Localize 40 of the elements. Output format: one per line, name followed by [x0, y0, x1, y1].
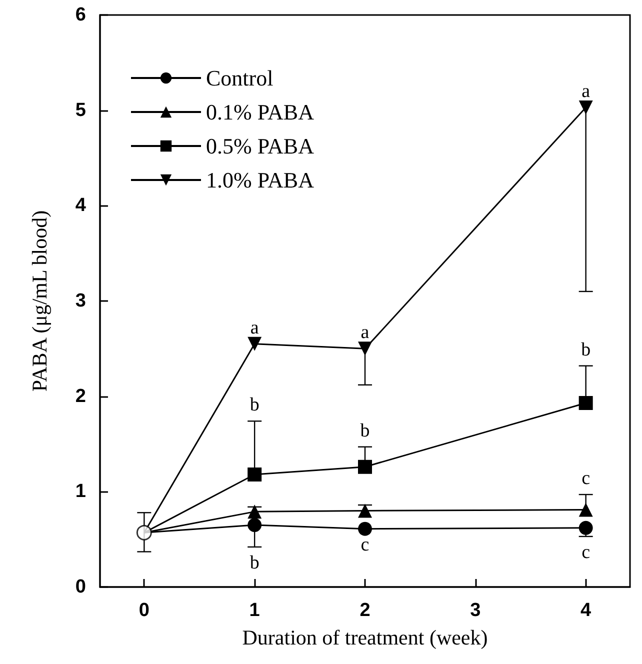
x-tick-label: 1: [249, 600, 260, 621]
annotation: c: [582, 468, 590, 490]
point: [248, 518, 262, 532]
y-tick-label: 1: [75, 481, 86, 502]
point: [578, 502, 593, 517]
annotation: c: [582, 542, 590, 563]
annotation: b: [250, 394, 260, 416]
x-tick-label: 2: [360, 600, 370, 621]
legend-label: 0.5% PABA: [206, 134, 314, 158]
annotation: a: [360, 322, 370, 344]
annotation: a: [582, 80, 591, 102]
annotation: b: [360, 420, 370, 442]
x-axis-title: Duration of treatment (week): [242, 626, 488, 650]
point: [358, 342, 372, 356]
y-tick-label: 3: [75, 290, 86, 312]
annotation: c: [360, 534, 370, 556]
point: [358, 504, 372, 518]
point: [136, 524, 152, 540]
annotation: b: [250, 552, 260, 574]
x-tick-label: 0: [138, 600, 150, 621]
y-axis-title: PABA (μg/mL blood): [28, 210, 52, 392]
point: [248, 504, 262, 519]
point: [248, 336, 262, 351]
point: [578, 396, 593, 410]
point: [358, 522, 372, 536]
y-tick-label: 5: [75, 100, 86, 121]
y-tick-label: 6: [75, 4, 86, 26]
point: [358, 460, 372, 474]
legend-label: Control: [206, 66, 274, 90]
y-tick-label: 0: [75, 576, 86, 598]
y-tick-label: 2: [75, 386, 86, 407]
annotation: a: [250, 317, 260, 338]
y-tick-label: 4: [75, 195, 86, 216]
x-tick-label: 3: [470, 600, 481, 621]
annotation: b: [581, 339, 591, 360]
legend-label: 1.0% PABA: [206, 168, 314, 192]
point: [248, 468, 262, 482]
legend-label: 0.1% PABA: [206, 100, 314, 124]
x-tick-label: 4: [580, 600, 592, 621]
point: [578, 100, 593, 114]
